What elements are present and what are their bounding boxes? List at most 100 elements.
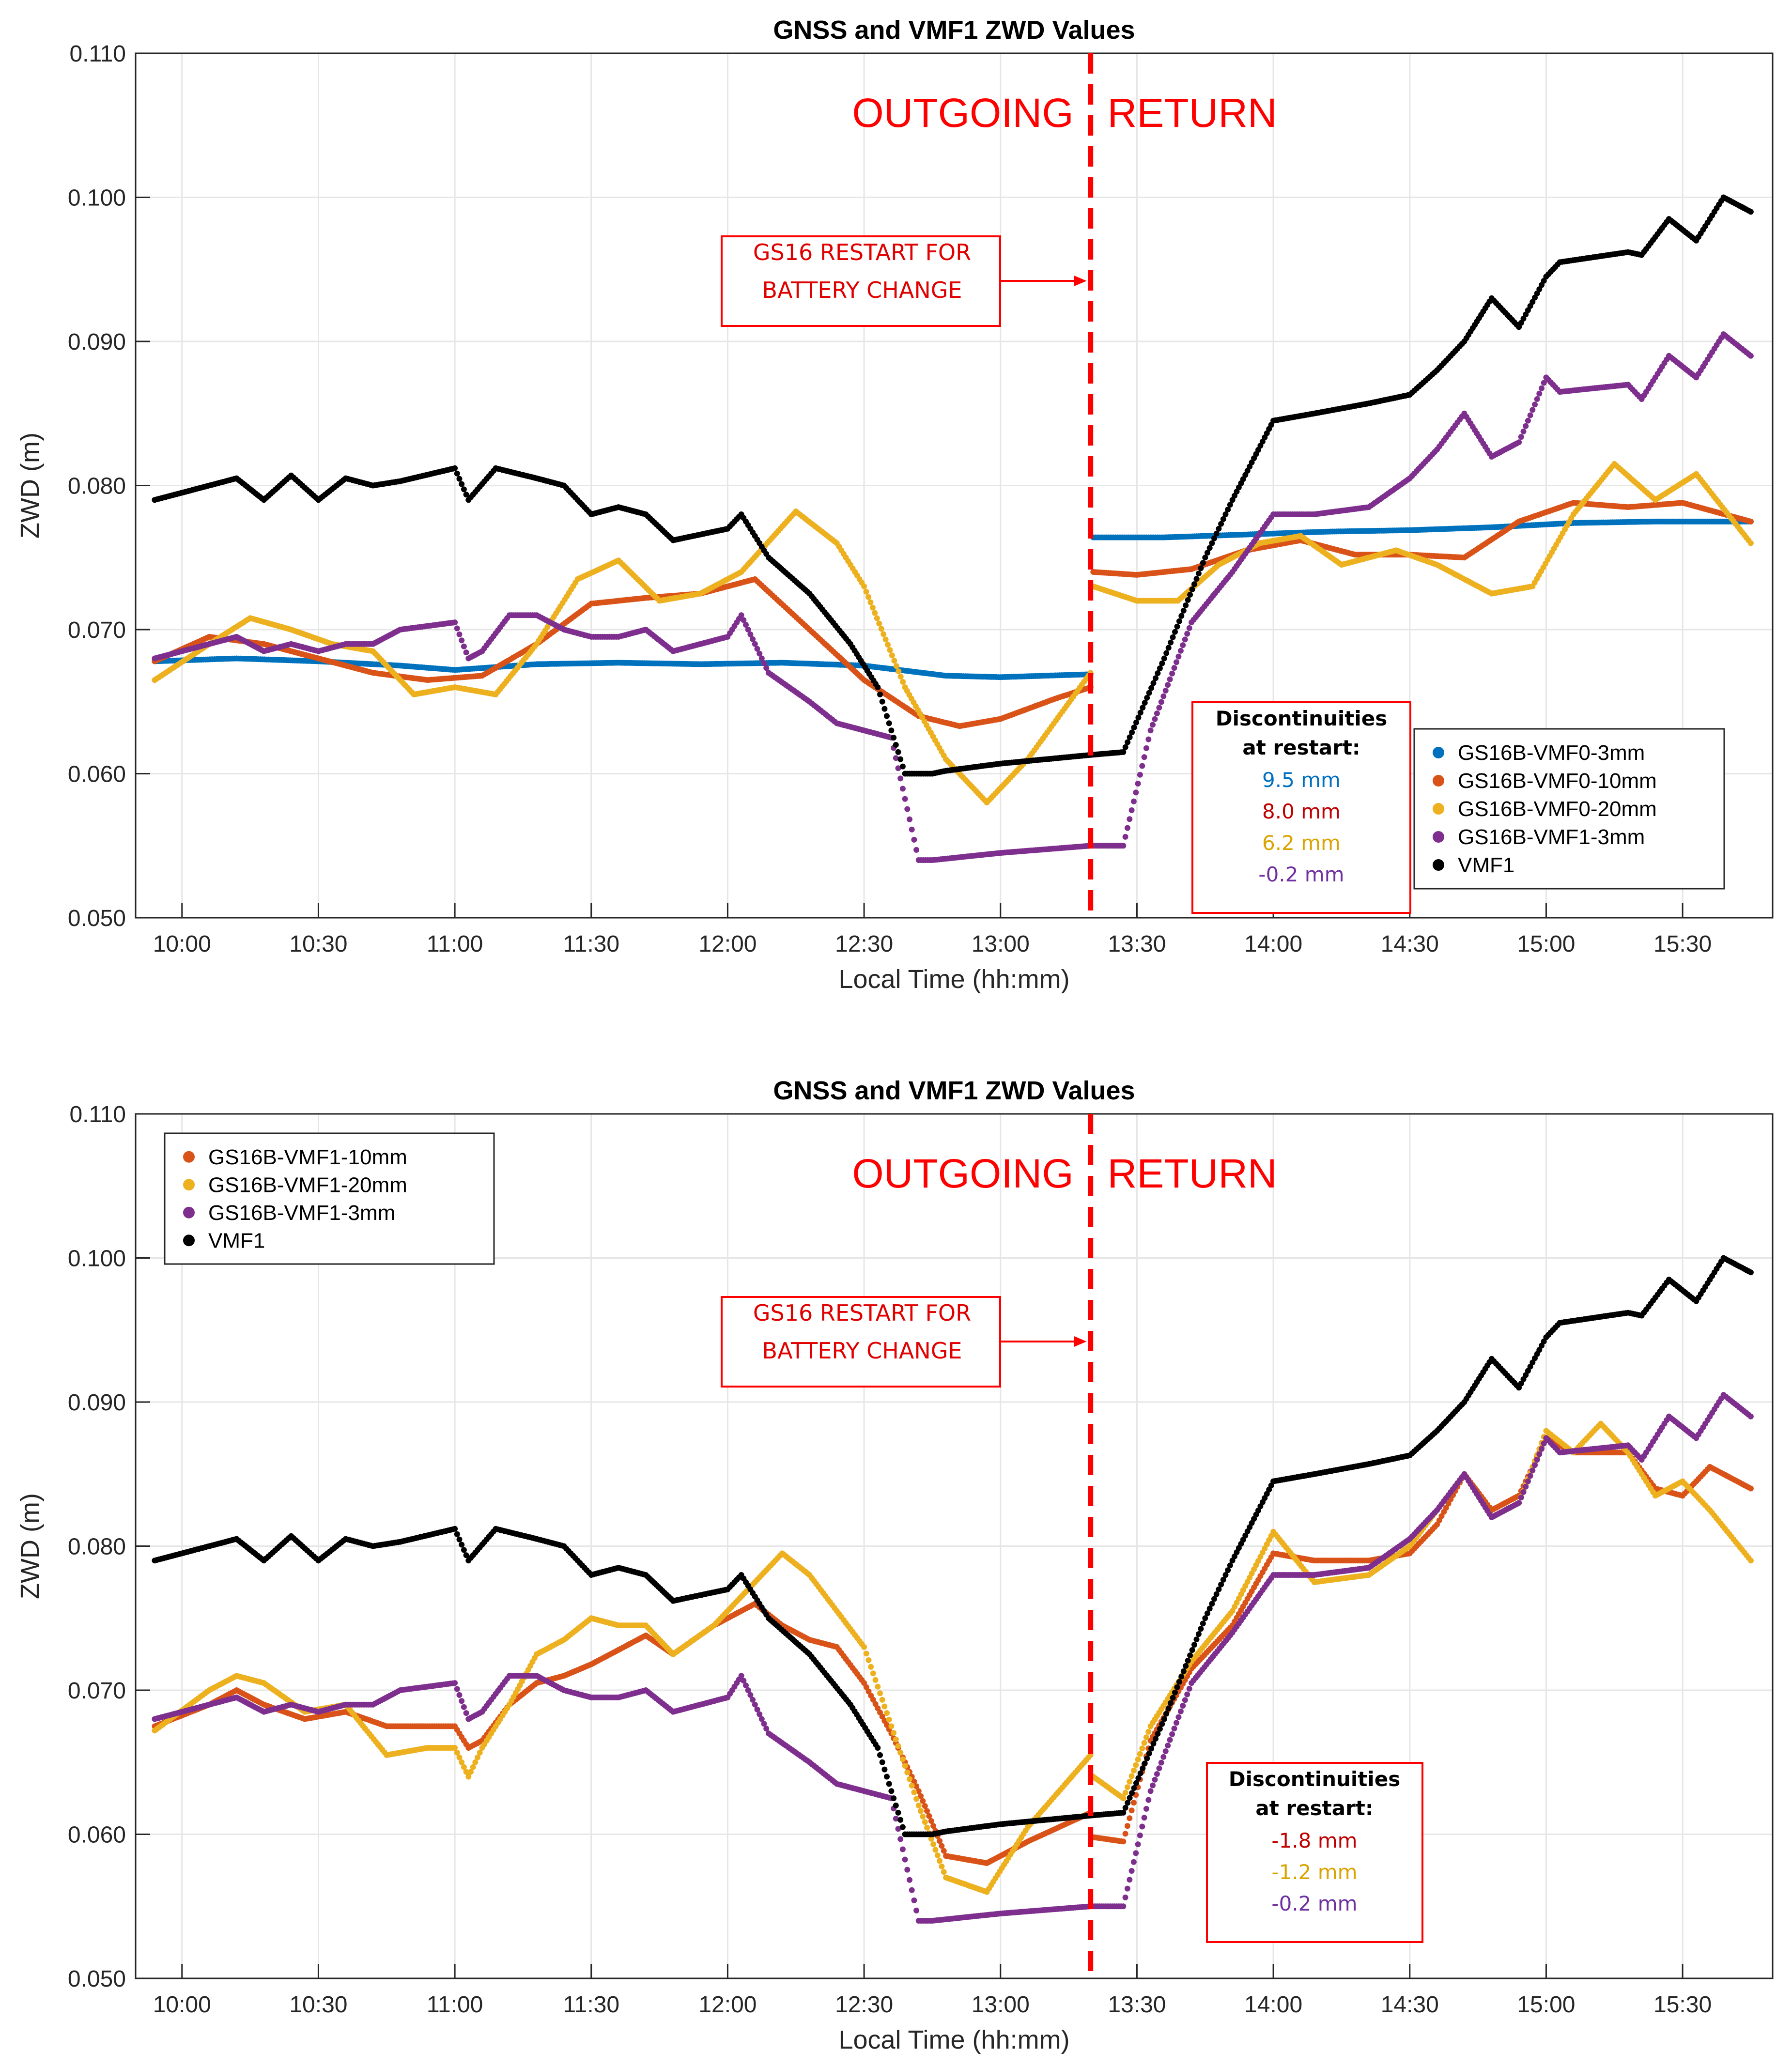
y-tick-label: 0.070: [68, 617, 126, 643]
data-point: [941, 1848, 947, 1854]
data-point: [1139, 763, 1145, 769]
x-tick-label: 10:30: [289, 1992, 347, 2018]
data-point: [1128, 1773, 1135, 1779]
data-point: [1518, 434, 1524, 440]
data-point: [454, 470, 460, 477]
chart-panel-1: 10:00 10:30 11:00 11:30 12:00 12:30 13:00 13:30…: [15, 15, 1774, 994]
data-point: [1137, 710, 1143, 716]
discontinuity-title-line1: Discontinuities: [1216, 707, 1388, 730]
data-point: [1189, 586, 1195, 592]
data-point: [1127, 1815, 1133, 1821]
y-tick-label: 0.110: [69, 1102, 126, 1127]
data-point: [907, 816, 912, 822]
y-tick-label: 0.050: [68, 906, 126, 931]
data-point: [868, 1664, 874, 1670]
data-point: [1172, 629, 1178, 635]
data-point: [1536, 390, 1543, 397]
data-point: [872, 1677, 879, 1683]
y-axis-label: ZWD (m): [15, 1493, 45, 1599]
data-point: [891, 1730, 897, 1736]
data-point: [1150, 680, 1157, 686]
y-tick-label: 0.100: [68, 1246, 126, 1272]
y-tick-label: 0.060: [68, 762, 126, 787]
x-tick-label: 13:00: [972, 931, 1030, 957]
data-point: [937, 1858, 943, 1864]
data-point: [928, 1818, 934, 1824]
chart-title: GNSS and VMF1 ZWD Values: [773, 15, 1135, 45]
data-point: [941, 1869, 947, 1875]
data-point: [1169, 670, 1175, 677]
data-point: [1161, 655, 1167, 662]
data-point: [757, 650, 763, 657]
data-point: [1525, 417, 1531, 424]
data-point: [1139, 1745, 1145, 1752]
data-point: [918, 1808, 924, 1814]
data-point: [1122, 1789, 1128, 1796]
x-tick-label: 12:30: [835, 931, 893, 957]
discontinuity-value: -0.2 mm: [1258, 863, 1344, 886]
data-point: [1747, 540, 1754, 546]
data-point: [1141, 754, 1147, 760]
data-point: [1193, 576, 1200, 582]
data-point: [893, 663, 899, 669]
data-point: [895, 765, 901, 771]
data-point: [867, 599, 874, 605]
data-point: [1532, 401, 1538, 408]
data-point: [913, 1796, 920, 1802]
data-point: [897, 775, 904, 782]
data-point: [895, 749, 901, 755]
data-point: [1125, 739, 1131, 745]
data-point: [750, 636, 756, 642]
data-point: [1182, 636, 1188, 643]
discontinuity-value: 9.5 mm: [1262, 768, 1341, 792]
data-point: [1150, 722, 1156, 728]
data-point: [1158, 699, 1164, 705]
data-point: [1154, 710, 1160, 716]
data-point: [456, 476, 463, 482]
data-point: [884, 713, 890, 719]
data-point: [463, 649, 469, 656]
series-gs16b-vmf1-3mm: [152, 331, 1754, 863]
discontinuity-value: 8.0 mm: [1262, 800, 1341, 823]
data-point: [899, 786, 906, 792]
legend-marker: [1433, 831, 1444, 843]
data-point: [761, 660, 767, 666]
data-point: [1520, 428, 1527, 434]
x-tick-label: 11:30: [563, 1992, 619, 2018]
data-point: [1127, 1778, 1133, 1785]
y-axis-label: ZWD (m): [15, 432, 45, 539]
legend-label: GS16B-VMF0-20mm: [1458, 797, 1657, 821]
y-tick-label: 0.060: [68, 1822, 126, 1848]
data-point: [920, 1798, 926, 1804]
discontinuity-title-line2: at restart:: [1242, 736, 1360, 759]
data-point: [911, 1789, 917, 1795]
data-point: [1747, 353, 1754, 359]
data-point: [874, 615, 880, 621]
data-point: [937, 1838, 943, 1844]
data-point: [884, 1710, 890, 1716]
chart-panel-2: 10:00 10:30 11:00 11:30 12:00 12:30 13:00 13:30…: [15, 1076, 1774, 2054]
data-point: [922, 1803, 928, 1809]
x-tick-label: 14:30: [1381, 1992, 1439, 2018]
data-point: [1122, 744, 1128, 750]
data-point: [869, 604, 876, 611]
data-point: [1178, 613, 1185, 619]
chart-title: GNSS and VMF1 ZWD Values: [773, 1076, 1135, 1105]
data-point: [909, 826, 915, 833]
data-point: [1135, 781, 1141, 787]
data-point: [879, 698, 885, 705]
x-tick-label: 14:30: [1381, 931, 1439, 957]
data-point: [741, 617, 747, 623]
data-point: [1137, 771, 1143, 778]
data-point: [886, 720, 892, 726]
data-point: [939, 1843, 945, 1849]
y-tick-label: 0.070: [68, 1678, 126, 1704]
y-tick-label: 0.090: [68, 1390, 126, 1416]
data-point: [1160, 693, 1167, 699]
data-point: [1124, 825, 1130, 831]
x-tick-label: 15:30: [1653, 931, 1712, 957]
data-point: [930, 1823, 937, 1829]
data-point: [1133, 1762, 1139, 1768]
data-point: [1180, 642, 1186, 648]
data-point: [738, 612, 744, 618]
